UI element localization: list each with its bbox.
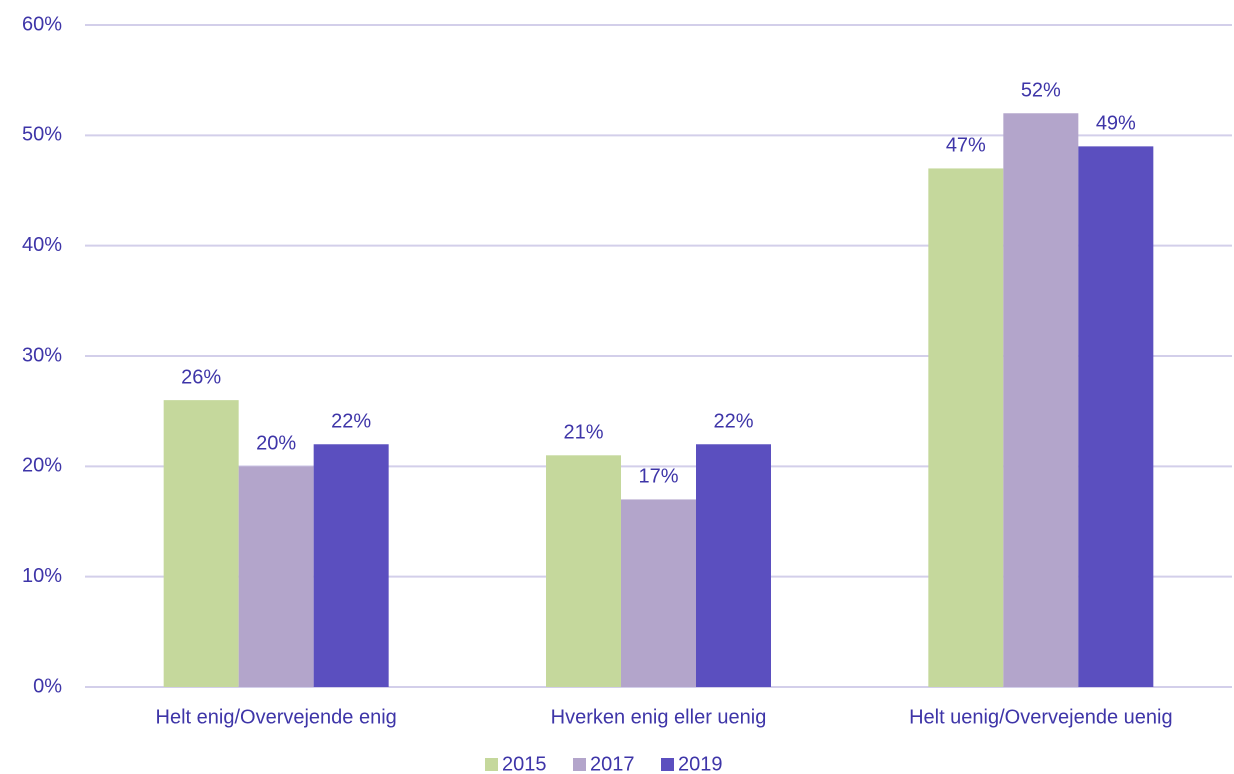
x-tick-label: Helt enig/Overvejende enig bbox=[156, 706, 397, 728]
bar bbox=[163, 400, 239, 687]
y-tick-label: 20% bbox=[22, 455, 62, 477]
value-label: 22% bbox=[331, 411, 371, 433]
bar bbox=[1078, 146, 1154, 687]
y-tick-label: 30% bbox=[22, 344, 62, 366]
value-label: 26% bbox=[181, 366, 221, 388]
value-label: 47% bbox=[946, 135, 986, 157]
bar bbox=[621, 499, 696, 687]
value-label: 21% bbox=[563, 422, 603, 444]
x-tick-label: Hverken enig eller uenig bbox=[551, 706, 767, 728]
legend-swatch bbox=[661, 758, 674, 771]
value-label: 20% bbox=[256, 433, 296, 455]
y-tick-label: 40% bbox=[22, 234, 62, 256]
y-tick-label: 0% bbox=[33, 675, 62, 697]
bar bbox=[1003, 113, 1079, 688]
legend-label: 2017 bbox=[590, 753, 635, 774]
y-tick-label: 10% bbox=[22, 565, 62, 587]
bar bbox=[546, 455, 621, 687]
bar bbox=[238, 466, 314, 687]
value-label: 52% bbox=[1021, 80, 1061, 102]
y-tick-label: 50% bbox=[22, 124, 62, 146]
value-label: 22% bbox=[713, 411, 753, 433]
x-tick-label: Helt uenig/Overvejende uenig bbox=[909, 706, 1173, 728]
legend-label: 2015 bbox=[502, 753, 547, 774]
value-label: 17% bbox=[638, 466, 678, 488]
bar bbox=[313, 444, 389, 687]
y-tick-label: 60% bbox=[22, 13, 62, 35]
legend-swatch bbox=[573, 758, 586, 771]
value-label: 49% bbox=[1096, 113, 1136, 135]
legend-swatch bbox=[485, 758, 498, 771]
bar bbox=[928, 168, 1004, 687]
legend-label: 2019 bbox=[678, 753, 723, 774]
bar bbox=[696, 444, 771, 687]
